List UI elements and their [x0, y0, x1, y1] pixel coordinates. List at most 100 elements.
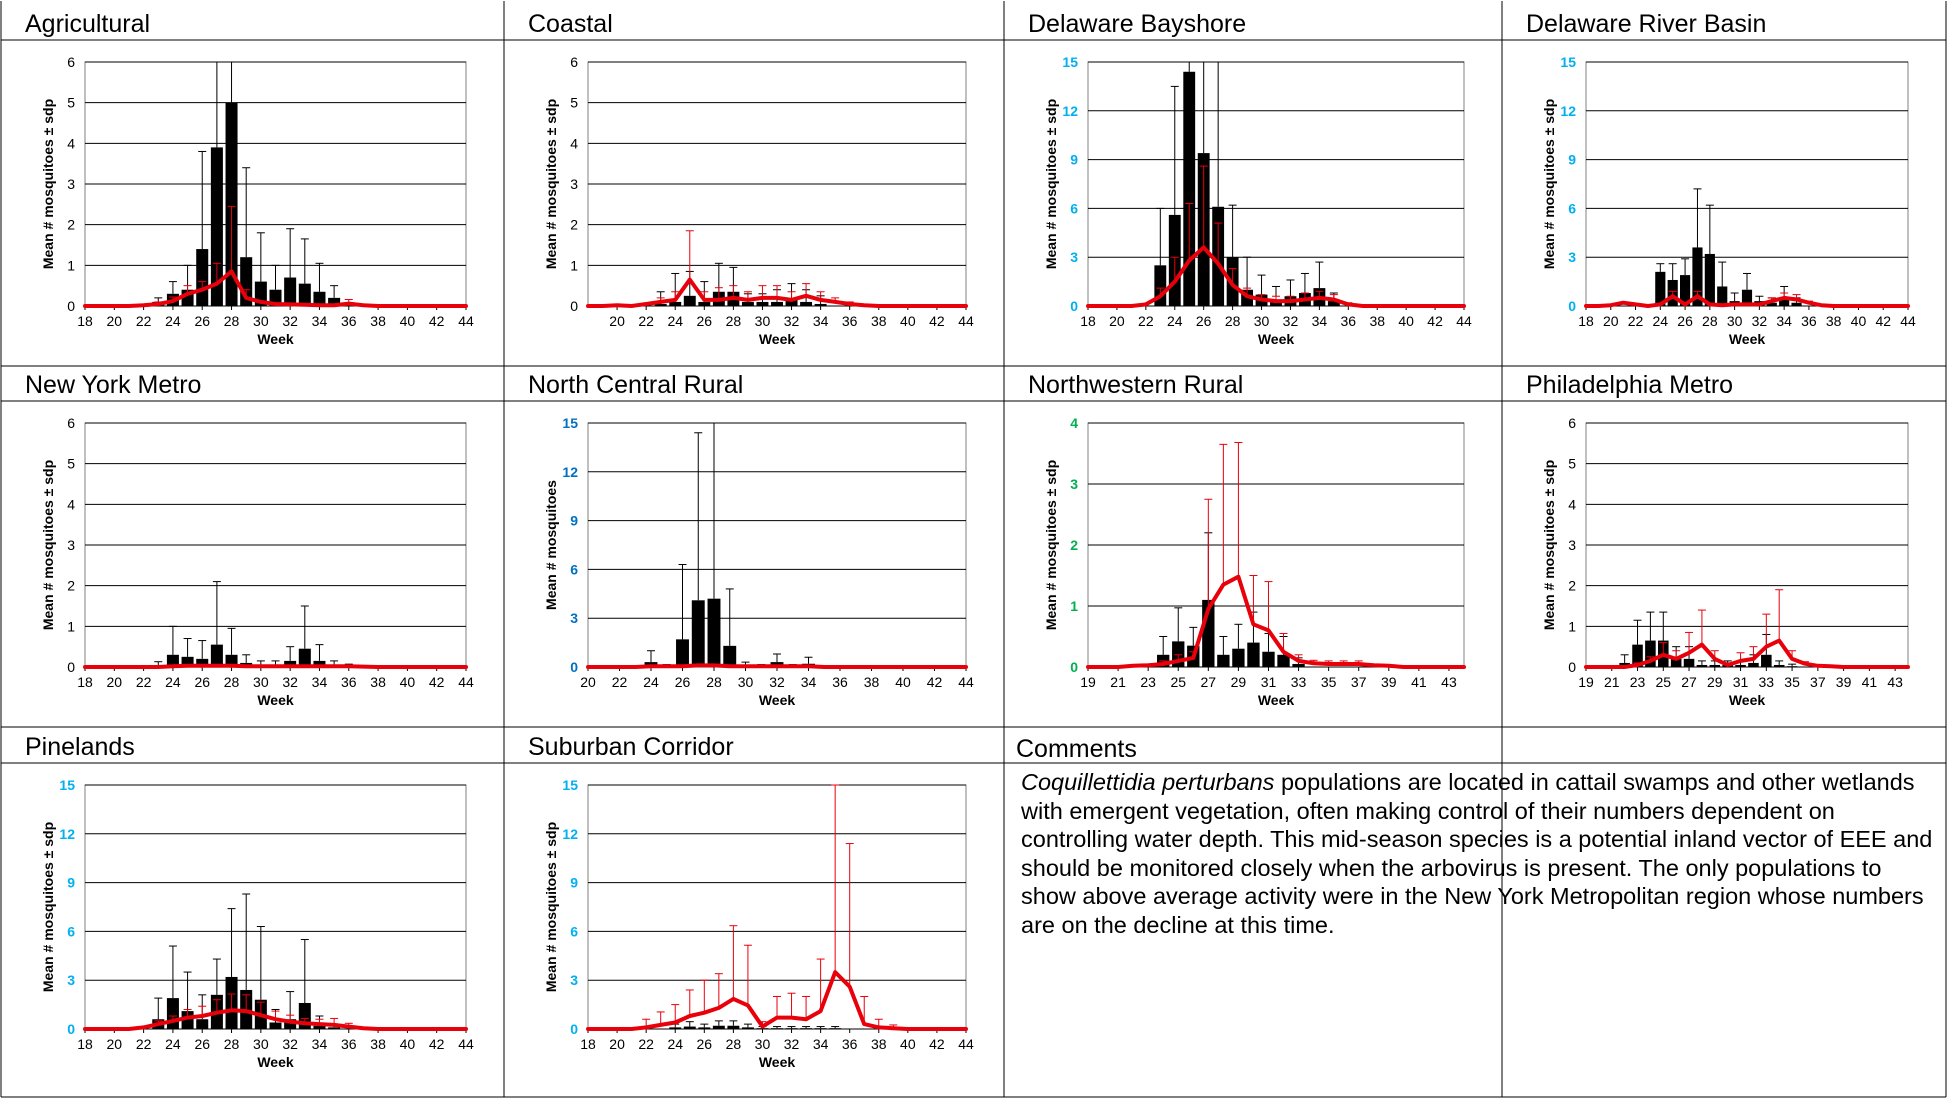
bar — [683, 1026, 696, 1029]
x-tick-label: 22 — [136, 674, 152, 690]
x-tick-label: 28 — [224, 1036, 240, 1052]
panel-title: Suburban Corridor — [528, 733, 734, 761]
bar — [1217, 654, 1230, 667]
bar — [1791, 302, 1802, 306]
panel-title: Delaware River Basin — [1526, 10, 1766, 38]
y-tick-label: 9 — [570, 875, 578, 891]
series-line — [1086, 574, 1466, 669]
bar — [1748, 662, 1759, 667]
bar — [1619, 662, 1630, 667]
y-tick-label: 9 — [1070, 152, 1078, 168]
x-tick-label: 32 — [282, 1036, 298, 1052]
x-tick-label: 20 — [1603, 313, 1619, 329]
x-tick-label: 38 — [370, 674, 386, 690]
x-tick-label: 22 — [1628, 313, 1644, 329]
x-tick-label: 44 — [458, 674, 474, 690]
x-axis-label: Week — [1258, 692, 1295, 708]
bar — [1655, 271, 1666, 306]
x-tick-label: 44 — [1900, 313, 1916, 329]
x-tick-label: 34 — [813, 1036, 829, 1052]
x-tick-label: 27 — [1201, 674, 1217, 690]
bar — [225, 102, 238, 307]
x-tick-label: 22 — [638, 1036, 654, 1052]
panel-title: Pinelands — [25, 733, 135, 761]
y-axis-label: Mean # mosquitoes ± sdp — [40, 460, 56, 630]
x-tick-label: 32 — [769, 674, 785, 690]
x-tick-label: 37 — [1351, 674, 1367, 690]
x-tick-label: 30 — [253, 1036, 269, 1052]
x-tick-label: 25 — [1170, 674, 1186, 690]
bar — [1696, 664, 1708, 667]
x-tick-label: 27 — [1681, 674, 1697, 690]
y-axis-label: Mean # mosquitoes ± sdp — [1541, 460, 1557, 630]
plot-area — [587, 784, 967, 1030]
x-tick-label: 39 — [1836, 674, 1852, 690]
bar — [1247, 642, 1260, 667]
bar — [269, 1022, 282, 1029]
x-tick-label: 42 — [929, 313, 945, 329]
y-tick-label: 5 — [1568, 456, 1576, 472]
x-tick-label: 24 — [1167, 313, 1183, 329]
y-tick-label: 2 — [1568, 578, 1576, 594]
y-axis-label: Mean # mosquitoes ± sdp — [40, 822, 56, 992]
bar — [785, 1028, 798, 1029]
series-line — [586, 663, 968, 669]
y-tick-label: 4 — [1070, 415, 1078, 431]
bar — [707, 598, 721, 667]
bar — [741, 1027, 754, 1029]
bar — [196, 249, 209, 306]
x-tick-label: 26 — [675, 674, 691, 690]
y-tick-label: 6 — [67, 923, 75, 939]
bar — [1779, 297, 1790, 306]
bar — [210, 644, 223, 667]
bar — [756, 301, 769, 306]
x-tick-label: 29 — [1231, 674, 1247, 690]
y-tick-label: 5 — [67, 95, 75, 111]
x-tick-label: 18 — [77, 313, 93, 329]
x-tick-label: 36 — [1341, 313, 1357, 329]
x-tick-label: 24 — [667, 313, 683, 329]
x-tick-label: 26 — [194, 1036, 210, 1052]
x-tick-label: 24 — [165, 1036, 181, 1052]
x-tick-label: 21 — [1604, 674, 1620, 690]
x-tick-label: 26 — [697, 1036, 713, 1052]
x-tick-label: 36 — [341, 1036, 357, 1052]
series-line — [1086, 245, 1466, 308]
y-tick-label: 12 — [562, 464, 578, 480]
series-line — [83, 1008, 468, 1031]
x-tick-label: 30 — [253, 674, 269, 690]
bar — [1717, 286, 1728, 306]
x-tick-label: 37 — [1810, 674, 1826, 690]
y-tick-label: 3 — [1070, 476, 1078, 492]
panel-title: Northwestern Rural — [1028, 371, 1243, 399]
bar — [771, 301, 783, 306]
species-name: Coquillettidia perturbans — [1021, 769, 1275, 795]
y-tick-label: 5 — [67, 456, 75, 472]
x-tick-label: 20 — [580, 674, 596, 690]
bar — [1232, 648, 1245, 667]
x-tick-label: 28 — [1702, 313, 1718, 329]
y-tick-label: 0 — [1568, 298, 1576, 314]
x-tick-label: 36 — [832, 674, 848, 690]
y-tick-label: 1 — [1568, 618, 1576, 634]
x-tick-label: 38 — [370, 313, 386, 329]
y-tick-label: 12 — [562, 826, 578, 842]
y-tick-label: 0 — [570, 298, 578, 314]
y-axis-label: Mean # mosquitoes ± sdp — [543, 822, 559, 992]
y-tick-label: 3 — [570, 610, 578, 626]
x-tick-label: 30 — [738, 674, 754, 690]
x-tick-label: 22 — [612, 674, 628, 690]
x-tick-label: 43 — [1441, 674, 1457, 690]
x-tick-label: 30 — [755, 1036, 771, 1052]
x-tick-label: 32 — [282, 674, 298, 690]
bar — [1773, 664, 1785, 667]
x-tick-label: 42 — [429, 313, 445, 329]
x-tick-label: 34 — [813, 313, 829, 329]
panel-title: Philadelphia Metro — [1526, 371, 1733, 399]
bar — [1709, 664, 1721, 667]
x-tick-label: 30 — [253, 313, 269, 329]
x-tick-label: 42 — [429, 1036, 445, 1052]
